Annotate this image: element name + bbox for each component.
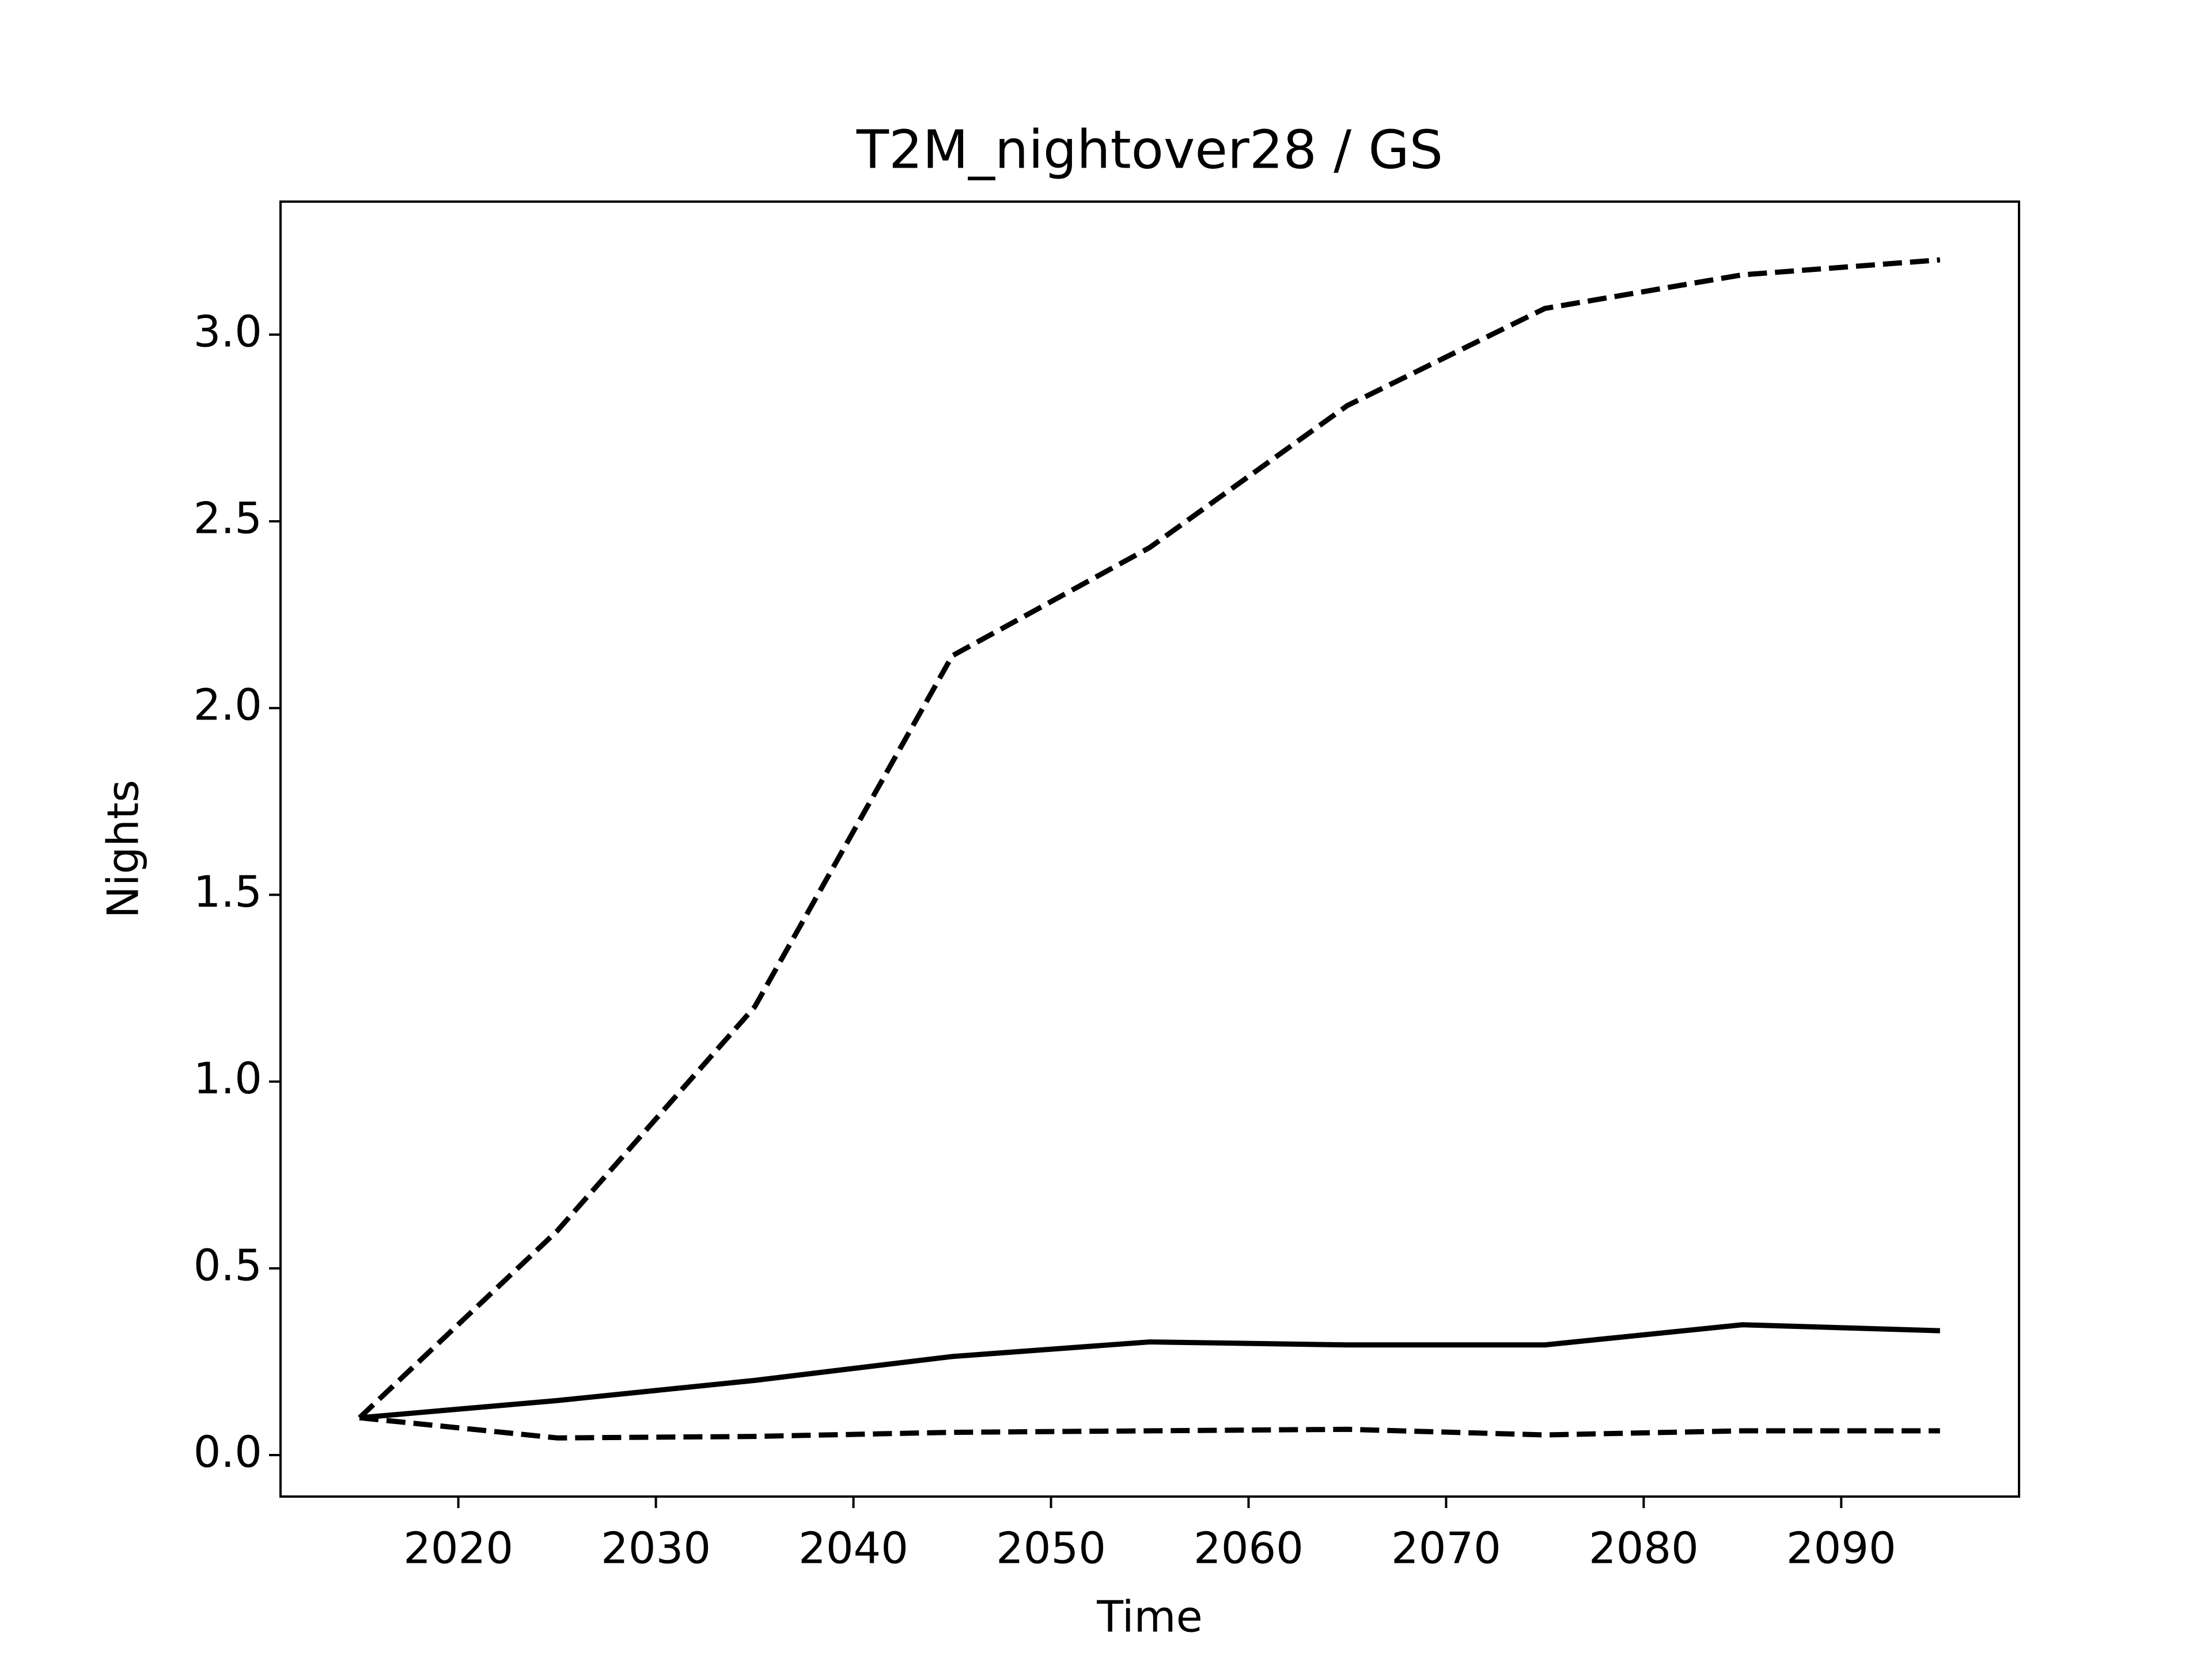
x-tick-label: 2090 — [1786, 1523, 1896, 1574]
y-tick-label: 1.5 — [194, 866, 262, 917]
x-tick-label: 2060 — [1194, 1523, 1304, 1574]
plot-frame — [279, 200, 2020, 1498]
x-tick-label: 2030 — [601, 1523, 711, 1574]
x-axis-label: Time — [1096, 1592, 1203, 1642]
y-tick-label: 2.5 — [194, 493, 262, 544]
x-tick-label: 2050 — [996, 1523, 1106, 1574]
series-line — [358, 257, 1941, 1420]
y-tick-label: 0.5 — [194, 1240, 262, 1290]
chart-title: T2M_nightover28 / GS — [856, 119, 1443, 180]
y-tick-label: 3.0 — [194, 306, 262, 357]
x-tick-label: 2020 — [403, 1523, 513, 1574]
x-tick-label: 2080 — [1589, 1523, 1699, 1574]
y-tick-label: 0.0 — [194, 1427, 262, 1478]
series-line — [359, 1415, 1940, 1441]
y-tick-label: 1.0 — [194, 1053, 262, 1104]
series-line — [359, 1322, 1940, 1421]
y-axis-label: Nights — [98, 780, 149, 919]
x-tick-label: 2040 — [798, 1523, 908, 1574]
x-tick-label: 2070 — [1391, 1523, 1501, 1574]
y-tick-label: 2.0 — [194, 680, 262, 730]
